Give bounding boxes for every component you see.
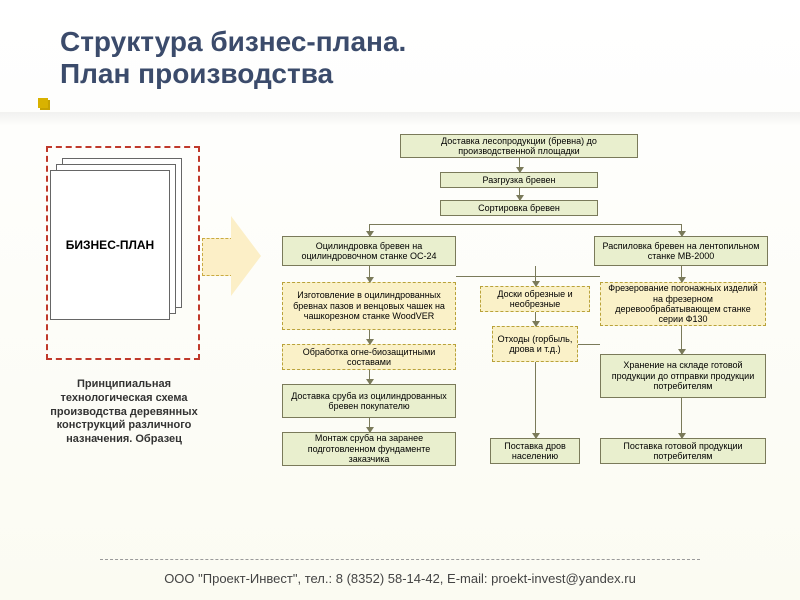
title-bullet-icon bbox=[38, 98, 48, 108]
flow-connector bbox=[369, 224, 681, 225]
flow-node-n14: Поставка дров населению bbox=[490, 438, 580, 464]
footer-text: ООО "Проект-Инвест", тел.: 8 (8352) 58-1… bbox=[0, 571, 800, 586]
title-underline bbox=[0, 112, 800, 126]
flow-arrow bbox=[681, 266, 682, 282]
flow-node-n12: Доставка сруба из оцилиндрованных бревен… bbox=[282, 384, 456, 418]
bp-label: БИЗНЕС-ПЛАН bbox=[66, 238, 154, 252]
title-l2: План производства bbox=[60, 58, 333, 89]
flow-arrow bbox=[369, 224, 370, 236]
flow-node-n11: Хранение на складе готовой продукции до … bbox=[600, 354, 766, 398]
flow-node-n15: Поставка готовой продукции потребителям bbox=[600, 438, 766, 464]
flow-node-n13: Монтаж сруба на заранее подготовленном ф… bbox=[282, 432, 456, 466]
flow-connector bbox=[578, 344, 600, 345]
bp-page-front: БИЗНЕС-ПЛАН bbox=[50, 170, 170, 320]
flow-arrow bbox=[535, 362, 536, 438]
footer-rule bbox=[100, 559, 700, 560]
flow-arrow bbox=[369, 418, 370, 432]
flow-arrow bbox=[519, 188, 520, 200]
flow-node-n8: Фрезерование погонажных изделий на фрезе… bbox=[600, 282, 766, 326]
flow-arrow bbox=[369, 266, 370, 282]
big-arrow-icon bbox=[202, 216, 262, 296]
title-l1: Структура бизнес-плана. bbox=[60, 26, 406, 57]
flow-arrow bbox=[519, 158, 520, 172]
slide-title: Структура бизнес-плана. План производств… bbox=[60, 26, 406, 90]
flow-node-n9: Отходы (горбыль, дрова и т.д.) bbox=[492, 326, 578, 362]
flow-arrow bbox=[535, 312, 536, 326]
flow-node-n4: Оцилиндровка бревен на оцилиндровочном с… bbox=[282, 236, 456, 266]
left-caption: Принципиальная технологическая схема про… bbox=[34, 378, 214, 447]
flow-node-n3: Сортировка бревен bbox=[440, 200, 598, 216]
flow-arrow bbox=[369, 370, 370, 384]
flow-arrow bbox=[681, 326, 682, 354]
flow-node-n6: Изготовление в оцилиндрованных бревнах п… bbox=[282, 282, 456, 330]
flow-node-n7: Доски обрезные и необрезные bbox=[480, 286, 590, 312]
flow-connector bbox=[456, 276, 600, 277]
flow-arrow bbox=[369, 330, 370, 344]
flow-node-n5: Распиловка бревен на лентопильном станке… bbox=[594, 236, 768, 266]
flow-node-n2: Разгрузка бревен bbox=[440, 172, 598, 188]
flow-arrow bbox=[681, 224, 682, 236]
flow-node-n1: Доставка лесопродукции (бревна) до произ… bbox=[400, 134, 638, 158]
flow-node-n10: Обработка огне-биозащитными составами bbox=[282, 344, 456, 370]
flow-arrow bbox=[681, 398, 682, 438]
